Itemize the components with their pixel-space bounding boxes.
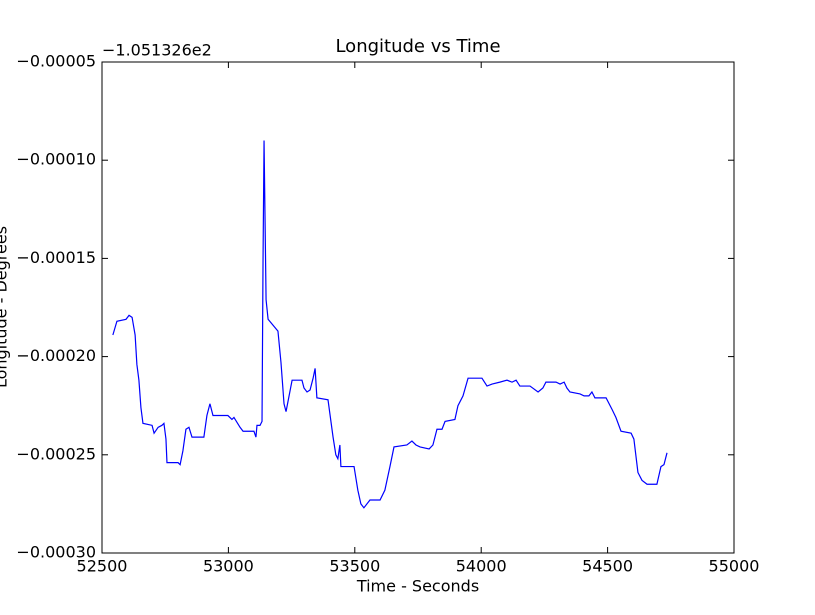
y-tick-label: −0.00030 <box>16 543 96 562</box>
x-axis-label: Time - Seconds <box>356 577 479 596</box>
y-tick-label: −0.00020 <box>16 346 96 365</box>
y-tick-label: −0.00025 <box>16 444 96 463</box>
y-tick-label: −0.00005 <box>16 52 96 71</box>
y-offset-label: −1.051326e2 <box>102 41 212 60</box>
y-tick-label: −0.00015 <box>16 248 96 267</box>
x-tick-label: 53000 <box>203 557 254 576</box>
x-tick-label: 53500 <box>329 557 380 576</box>
x-tick-label: 54000 <box>456 557 507 576</box>
x-tick-label: 54500 <box>582 557 633 576</box>
data-line <box>112 140 668 509</box>
y-tick-label: −0.00010 <box>16 150 96 169</box>
chart-title: Longitude vs Time <box>335 36 500 57</box>
x-tick-label: 55000 <box>709 557 760 576</box>
x-tick-label: 52500 <box>77 557 128 576</box>
y-axis-label: Longitude - Degrees <box>0 226 11 388</box>
plot-frame <box>101 61 735 554</box>
